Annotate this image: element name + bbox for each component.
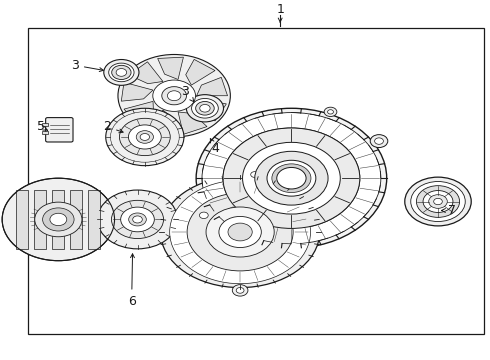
Bar (42, 131, 48, 134)
Bar (70, 190, 82, 249)
Circle shape (206, 207, 274, 257)
Text: 5: 5 (37, 121, 48, 134)
Circle shape (121, 207, 154, 232)
Circle shape (416, 186, 460, 217)
Circle shape (111, 200, 164, 239)
Circle shape (223, 128, 360, 228)
Circle shape (129, 213, 147, 226)
Circle shape (375, 138, 383, 144)
Text: 4: 4 (210, 139, 220, 155)
Circle shape (2, 178, 115, 261)
Circle shape (202, 113, 381, 244)
Circle shape (272, 164, 311, 193)
Bar (42, 123, 48, 126)
Circle shape (112, 65, 131, 80)
Circle shape (196, 108, 387, 248)
Circle shape (232, 285, 248, 296)
FancyBboxPatch shape (46, 118, 73, 142)
Bar (16, 190, 28, 249)
Polygon shape (122, 82, 153, 101)
Text: 3: 3 (71, 59, 103, 72)
Circle shape (251, 172, 259, 177)
Circle shape (429, 195, 447, 208)
Circle shape (247, 169, 263, 180)
Circle shape (118, 54, 230, 137)
Text: 7: 7 (441, 204, 456, 217)
Circle shape (133, 216, 142, 223)
Circle shape (136, 131, 153, 143)
Circle shape (195, 209, 213, 222)
Circle shape (192, 99, 219, 118)
Bar (27, 28, 485, 334)
Polygon shape (147, 110, 173, 135)
Circle shape (196, 102, 214, 115)
Circle shape (324, 107, 337, 117)
Circle shape (140, 134, 149, 140)
Circle shape (162, 87, 187, 105)
Circle shape (236, 288, 244, 293)
Circle shape (434, 198, 442, 205)
Circle shape (370, 135, 388, 148)
Ellipse shape (161, 176, 319, 288)
Circle shape (128, 125, 161, 149)
Circle shape (43, 208, 74, 231)
Circle shape (267, 160, 316, 196)
Circle shape (168, 91, 181, 101)
Polygon shape (129, 62, 163, 84)
Circle shape (328, 110, 333, 114)
Bar (88, 190, 100, 249)
Circle shape (104, 59, 139, 85)
Circle shape (405, 177, 471, 226)
Circle shape (200, 104, 210, 112)
Circle shape (98, 190, 177, 249)
Circle shape (186, 95, 223, 122)
Circle shape (223, 128, 360, 228)
Text: 2: 2 (103, 121, 123, 134)
Circle shape (106, 108, 184, 166)
Circle shape (110, 112, 179, 162)
Circle shape (411, 181, 465, 221)
Circle shape (153, 80, 196, 111)
Circle shape (50, 213, 67, 226)
Circle shape (187, 193, 293, 271)
Polygon shape (186, 59, 215, 85)
Polygon shape (124, 102, 153, 125)
Polygon shape (178, 112, 207, 134)
Bar (34, 190, 46, 249)
Circle shape (35, 202, 82, 237)
Circle shape (228, 223, 252, 241)
Polygon shape (196, 77, 227, 96)
Circle shape (423, 190, 453, 212)
Text: 6: 6 (128, 254, 136, 308)
Bar (51, 190, 64, 249)
Circle shape (170, 180, 311, 284)
Circle shape (199, 212, 208, 219)
Text: 3: 3 (181, 85, 194, 102)
Circle shape (109, 63, 134, 82)
Polygon shape (158, 57, 183, 80)
Circle shape (219, 216, 261, 248)
Circle shape (120, 118, 170, 156)
Circle shape (255, 151, 328, 205)
Circle shape (116, 68, 126, 76)
Circle shape (243, 142, 340, 214)
Text: 1: 1 (276, 3, 284, 22)
Polygon shape (192, 100, 226, 121)
Circle shape (277, 167, 306, 189)
